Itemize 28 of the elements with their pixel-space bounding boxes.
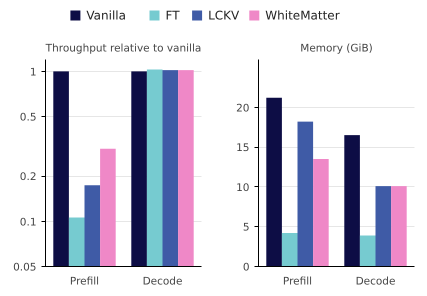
legend-label: Vanilla [86, 8, 126, 22]
x-tick-label: Decode [142, 276, 182, 288]
chart-title: Throughput relative to vanilla [44, 42, 202, 54]
y-tick-label: 0.1 [20, 216, 37, 228]
x-tick-label: Prefill [282, 276, 312, 288]
bar [282, 233, 298, 266]
bar [376, 186, 392, 266]
bar [344, 135, 360, 266]
y-tick-label: 20 [236, 102, 250, 114]
y-tick-label: 0.05 [13, 262, 37, 274]
y-tick-label: 0 [242, 262, 250, 274]
x-tick-label: Prefill [70, 276, 100, 288]
legend-label: FT [166, 8, 180, 22]
bar [313, 159, 329, 266]
bar [360, 235, 376, 266]
y-tick-label: 1 [30, 66, 37, 78]
y-tick-label: 15 [236, 142, 250, 154]
x-tick-label: Decode [356, 276, 396, 288]
y-tick-label: 0.5 [20, 112, 37, 124]
y-tick-label: 5 [242, 222, 250, 234]
bar [298, 122, 314, 266]
chart-title: Memory (GiB) [300, 42, 373, 54]
legend-label: LCKV [208, 8, 240, 22]
bar [266, 98, 282, 266]
bar [391, 186, 407, 266]
y-tick-label: 0.2 [20, 171, 37, 184]
legend-label: WhiteMatter [265, 8, 340, 22]
y-tick-label: 10 [236, 182, 250, 194]
